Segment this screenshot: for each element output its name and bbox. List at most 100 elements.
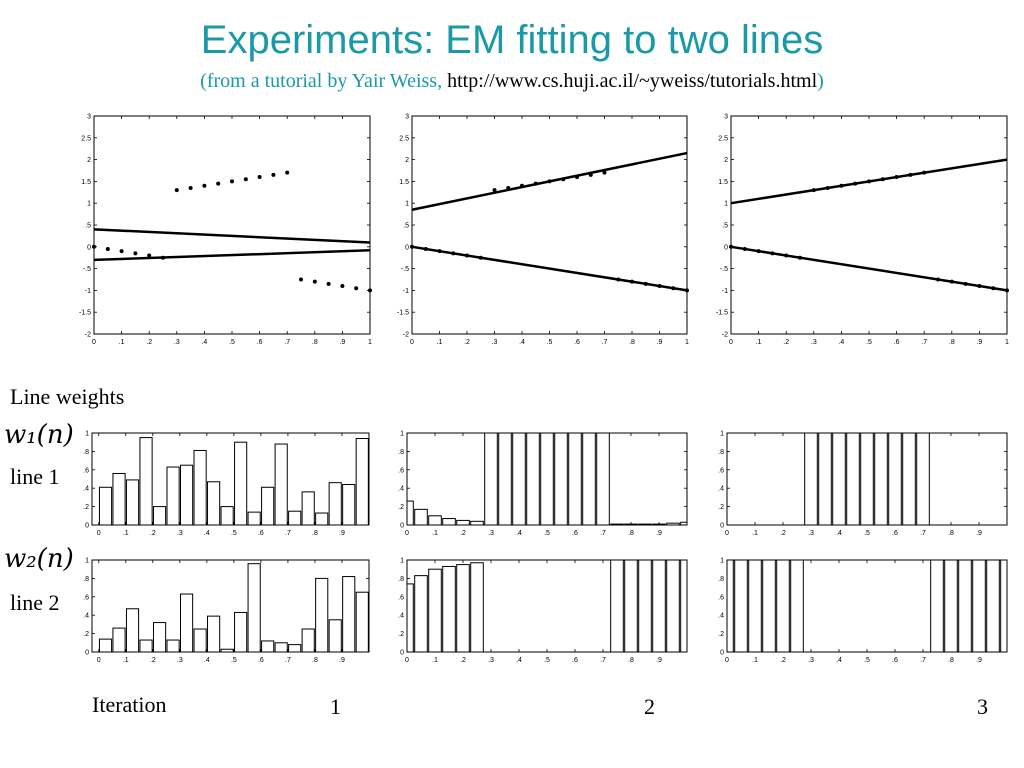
line2-label: line 2: [10, 590, 60, 615]
data-point: [133, 251, 138, 256]
data-point: [894, 175, 899, 180]
data-point: [742, 246, 747, 251]
y-tick-label: 0: [400, 650, 404, 657]
y-tick-label: 1.5: [399, 179, 409, 186]
x-tick-label: .9: [656, 530, 662, 537]
x-tick-label: .3: [808, 657, 814, 664]
data-point: [1005, 288, 1009, 293]
weight-bar: [274, 642, 288, 653]
x-tick-label: .3: [174, 339, 180, 346]
subtitle-open-paren: (: [200, 70, 207, 92]
x-tick-label: 0: [410, 339, 414, 346]
data-point: [908, 172, 913, 177]
data-point: [354, 286, 359, 291]
weight-bar: [734, 559, 748, 653]
x-tick-label: 0: [405, 530, 409, 537]
y-tick-label: .5: [85, 223, 91, 230]
data-point: [602, 170, 607, 175]
plot-frame: [411, 115, 688, 335]
weight-bar: [328, 619, 342, 653]
x-tick-label: 1: [368, 339, 372, 346]
data-point: [671, 286, 676, 291]
y-tick-label: .4: [718, 613, 724, 620]
weight-bar: [470, 520, 484, 526]
weight-bar: [207, 615, 221, 653]
x-tick-label: .1: [437, 339, 443, 346]
y-tick-label: .6: [398, 467, 404, 474]
y-tick-label: 2: [405, 157, 409, 164]
data-point: [243, 177, 248, 182]
w2-label: w₂(n): [4, 544, 74, 574]
y-tick-label: .8: [83, 449, 89, 456]
weight-bar: [624, 559, 638, 653]
y-tick-label: .6: [718, 594, 724, 601]
data-point: [492, 188, 497, 193]
y-tick-label: -1.5: [397, 310, 409, 317]
weight-bar: [234, 611, 248, 653]
y-tick-label: 0: [87, 244, 91, 251]
data-point: [685, 288, 689, 293]
y-tick-label: 0: [720, 523, 724, 530]
y-tick-label: 3: [87, 114, 91, 121]
y-tick-label: 2: [87, 157, 91, 164]
weight-bar: [1000, 559, 1008, 653]
y-tick-label: 0: [400, 523, 404, 530]
x-tick-label: .9: [339, 657, 345, 664]
weight-bar: [540, 432, 554, 526]
iteration-number-2: 2: [644, 694, 655, 719]
weight-bar: [98, 638, 113, 653]
x-tick-label: 0: [92, 339, 96, 346]
x-tick-label: .9: [976, 657, 982, 664]
y-tick-label: 1: [720, 431, 724, 438]
y-tick-label: 1: [400, 558, 404, 565]
y-tick-label: .8: [718, 449, 724, 456]
x-tick-label: .7: [920, 530, 926, 537]
subtitle-credit: from a tutorial by Yair Weiss,: [206, 70, 448, 92]
x-tick-label: .7: [920, 657, 926, 664]
x-tick-label: .7: [600, 530, 606, 537]
weight-bar: [902, 432, 916, 526]
x-tick-label: .4: [204, 530, 210, 537]
weight-bar: [180, 593, 194, 653]
fit-line: [93, 249, 371, 262]
x-tick-label: .6: [258, 657, 264, 664]
x-tick-label: .2: [780, 530, 786, 537]
data-point: [368, 288, 372, 293]
weight-bar: [916, 432, 930, 526]
plot-frame: [730, 115, 1008, 335]
iteration-1-line1-weights-plot: 0 .2 .4 .6 .8 1 0 .1 .2 .3 .4 .5 .6 .7 .8 .9: [83, 431, 370, 537]
weight-bar: [220, 506, 234, 526]
data-point: [643, 281, 648, 286]
weight-bar: [315, 512, 329, 526]
x-tick-label: .7: [284, 339, 290, 346]
weight-bar: [152, 506, 167, 526]
data-point: [161, 255, 165, 260]
x-tick-label: .8: [948, 657, 954, 664]
data-point: [299, 277, 303, 282]
subtitle-url[interactable]: http://www.cs.huji.ac.il/~yweiss/tutoria…: [447, 70, 818, 92]
weight-bar: [568, 432, 582, 526]
y-tick-label: .2: [398, 631, 404, 638]
x-tick-label: .2: [150, 657, 156, 664]
x-tick-label: .6: [572, 530, 578, 537]
x-tick-label: .2: [783, 339, 789, 346]
weight-bar: [666, 522, 680, 526]
line-weights-label: Line weights: [10, 384, 125, 409]
weight-bar: [874, 432, 888, 526]
x-tick-label: .1: [752, 657, 758, 664]
weight-bar: [860, 432, 874, 526]
weight-bar: [972, 559, 986, 653]
y-tick-label: -1.5: [79, 310, 91, 317]
iteration-2-fit-plot: -2 -1.5 -1 -.5 0 .5 1 1.5 2 2.5 3 0 .1 .2 .3 .4 .5 .6 .7 .8…: [397, 114, 689, 347]
weight-bar: [261, 486, 275, 526]
weight-bar: [112, 627, 126, 653]
x-tick-label: .7: [285, 657, 291, 664]
y-tick-label: .2: [718, 504, 724, 511]
x-tick-label: 0: [729, 339, 733, 346]
iteration-1-fit-plot: -2 -1.5 -1 -.5 0 .5 1 1.5 2 2.5 3 0 .1 .2 .3 .4 .5 .6 .7 .8…: [79, 114, 372, 347]
data-point: [949, 279, 954, 284]
x-tick-label: .4: [836, 657, 842, 664]
iteration-2-line2-weights-plot: 0 .2 .4 .6 .8 1 0 .1 .2 .3 .4 .5 .6 .7 .8 .9: [398, 558, 688, 664]
data-point: [616, 277, 621, 282]
x-tick-label: .2: [464, 339, 470, 346]
